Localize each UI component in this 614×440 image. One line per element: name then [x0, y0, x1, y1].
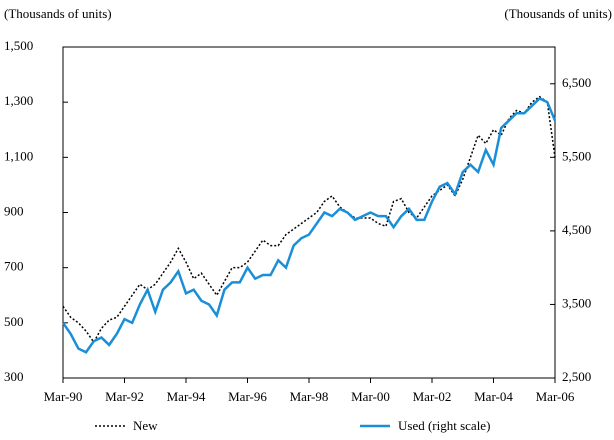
- y-tick-label: 700: [4, 259, 24, 274]
- y-tick-label: 1,300: [4, 93, 33, 108]
- y2-axis-label: (Thousands of units): [504, 6, 612, 21]
- legend-label: Used (right scale): [398, 418, 490, 433]
- y2-tick-label: 2,500: [562, 369, 591, 384]
- x-tick-label: Mar-94: [167, 389, 206, 404]
- y-tick-label: 1,100: [4, 148, 33, 163]
- y2-tick-label: 6,500: [562, 75, 591, 90]
- x-tick-label: Mar-04: [474, 389, 513, 404]
- series-line: [61, 96, 557, 354]
- y2-tick-label: 4,500: [562, 222, 591, 237]
- x-tick-label: Mar-98: [290, 389, 329, 404]
- y-tick-label: 1,500: [4, 38, 33, 53]
- plot-frame: [62, 46, 556, 379]
- legend-label: New: [133, 418, 158, 433]
- y-tick-label: 900: [4, 203, 24, 218]
- y-tick-label: 300: [4, 369, 24, 384]
- x-tick-label: Mar-92: [105, 389, 144, 404]
- y-tick-label: 500: [4, 314, 24, 329]
- x-tick-label: Mar-00: [351, 389, 390, 404]
- x-tick-label: Mar-96: [228, 389, 267, 404]
- y2-tick-label: 3,500: [562, 295, 591, 310]
- x-tick-label: Mar-90: [44, 389, 83, 404]
- x-tick-label: Mar-02: [413, 389, 452, 404]
- y2-tick-label: 5,500: [562, 148, 591, 163]
- x-tick-label: Mar-06: [536, 389, 575, 404]
- series-line: [62, 95, 556, 344]
- y-axis-label: (Thousands of units): [4, 6, 112, 21]
